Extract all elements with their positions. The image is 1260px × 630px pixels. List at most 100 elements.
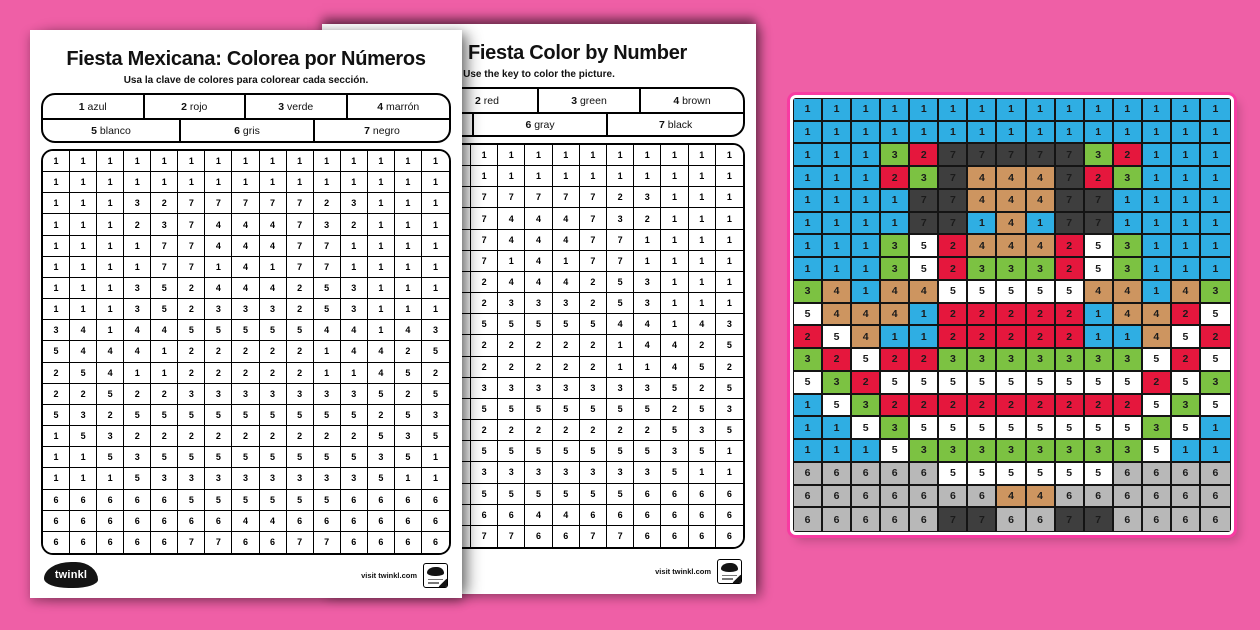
worksheet-cell: 3 [471,377,499,399]
worksheet-cell: 4 [394,320,422,342]
worksheet-cell: 1 [525,145,553,167]
worksheet-cell: 3 [552,293,580,315]
worksheet-cell: 1 [688,187,716,209]
visit-twinkl-text: visit twinkl.com [361,570,417,580]
worksheet-cell: 6 [661,504,689,526]
answer-cell: 2 [968,303,998,327]
worksheet-cell: 7 [259,193,287,215]
answer-cell: 1 [910,121,940,145]
color-key-row: 2 red 3 green 4 brown [335,89,743,112]
answer-cell: 5 [1084,235,1114,259]
worksheet-cell: 6 [70,510,98,532]
answer-cell: 1 [997,121,1027,145]
worksheet-cell: 2 [471,271,499,294]
key-cell-2-rojo: 2 rojo [145,95,246,118]
worksheet-cell: 5 [232,320,260,342]
answer-cell: 7 [1055,212,1085,236]
worksheet-cell: 5 [394,362,422,384]
answer-cell: 3 [997,440,1027,463]
answer-cell: 1 [997,99,1027,122]
answer-cell: 3 [1200,371,1230,395]
answer-cell: 1 [794,440,824,463]
worksheet-cell: 4 [232,256,260,278]
worksheet-cell: 4 [661,335,689,357]
worksheet-cell: 1 [394,172,422,194]
worksheet-cell: 5 [525,441,553,463]
answer-cell: 5 [1113,417,1143,441]
worksheet-cell: 6 [394,510,422,532]
worksheet-cell: 1 [394,151,422,173]
answer-cell: 6 [939,485,969,509]
worksheet-cell: 7 [178,256,206,278]
answer-cell: 1 [794,417,824,441]
worksheet-cell: 2 [607,187,635,209]
worksheet-cell: 2 [124,214,152,236]
worksheet-cell: 5 [525,314,553,336]
answer-cell: 1 [1113,189,1143,213]
worksheet-cell: 1 [340,172,368,194]
answer-cell: 7 [939,167,969,190]
answer-cell: 1 [852,167,882,190]
worksheet-cell: 2 [471,420,499,442]
answer-cell: 2 [823,349,853,372]
worksheet-cell: 2 [124,426,152,448]
worksheet-cell: 6 [394,531,422,553]
answer-cell: 1 [794,258,824,281]
answer-cell: 7 [1055,167,1085,190]
twinkl-badge-icon [423,562,448,588]
worksheet-cell: 2 [43,362,71,384]
answer-cell: 3 [1200,280,1230,304]
answer-cell: 1 [939,121,969,145]
answer-cell: 2 [1200,326,1230,350]
worksheet-cell: 3 [498,293,526,315]
answer-cell: 4 [968,167,998,190]
worksheet-cell: 1 [634,356,662,378]
worksheet-cell: 1 [43,214,71,236]
worksheet-cell: 1 [43,426,71,448]
answer-cell: 1 [794,144,824,168]
worksheet-cell: 3 [525,377,553,399]
worksheet-cell: 1 [607,356,635,378]
answer-cell: 7 [997,144,1027,168]
answer-cell: 4 [997,189,1027,213]
answer-cell: 4 [1142,326,1172,350]
answer-cell: 6 [910,508,940,531]
worksheet-cell: 1 [124,256,152,278]
answer-cell: 2 [939,326,969,350]
worksheet-cell: 2 [340,426,368,448]
worksheet-cell: 5 [232,489,260,511]
answer-cell: 1 [881,212,911,236]
answer-cell: 1 [1142,235,1172,259]
worksheet-cell: 4 [525,250,553,272]
worksheet-cell: 3 [205,468,233,490]
answer-cell: 5 [1084,417,1114,441]
answer-cell: 3 [1113,349,1143,372]
worksheet-cell: 6 [498,504,526,526]
worksheet-cell: 2 [286,299,314,321]
answer-cell: 5 [968,280,998,304]
answer-cell: 1 [1142,167,1172,190]
worksheet-cell: 5 [313,299,341,321]
answer-cell: 1 [881,189,911,213]
answer-cell: 5 [939,371,969,395]
page-subtitle: Use the key to color the picture. [463,69,615,80]
worksheet-cell: 1 [340,362,368,384]
worksheet-cell: 2 [579,420,607,442]
answer-cell: 2 [939,235,969,259]
worksheet-cell: 6 [421,510,449,532]
worksheet-cell: 5 [634,441,662,463]
answer-cell: 1 [968,212,998,236]
worksheet-cell: 2 [525,356,553,378]
worksheet-cell: 2 [232,426,260,448]
answer-cell: 1 [823,212,853,236]
worksheet-cell: 1 [394,256,422,278]
answer-cell: 4 [1171,280,1201,304]
worksheet-cell: 1 [688,145,716,167]
answer-cell: 6 [1200,508,1230,531]
answer-cell: 2 [852,371,882,395]
worksheet-cell: 1 [715,462,743,484]
answer-cell: 7 [968,508,998,531]
worksheet-cell: 1 [367,320,395,342]
worksheet-cell: 2 [498,420,526,442]
answer-cell: 1 [1142,258,1172,281]
